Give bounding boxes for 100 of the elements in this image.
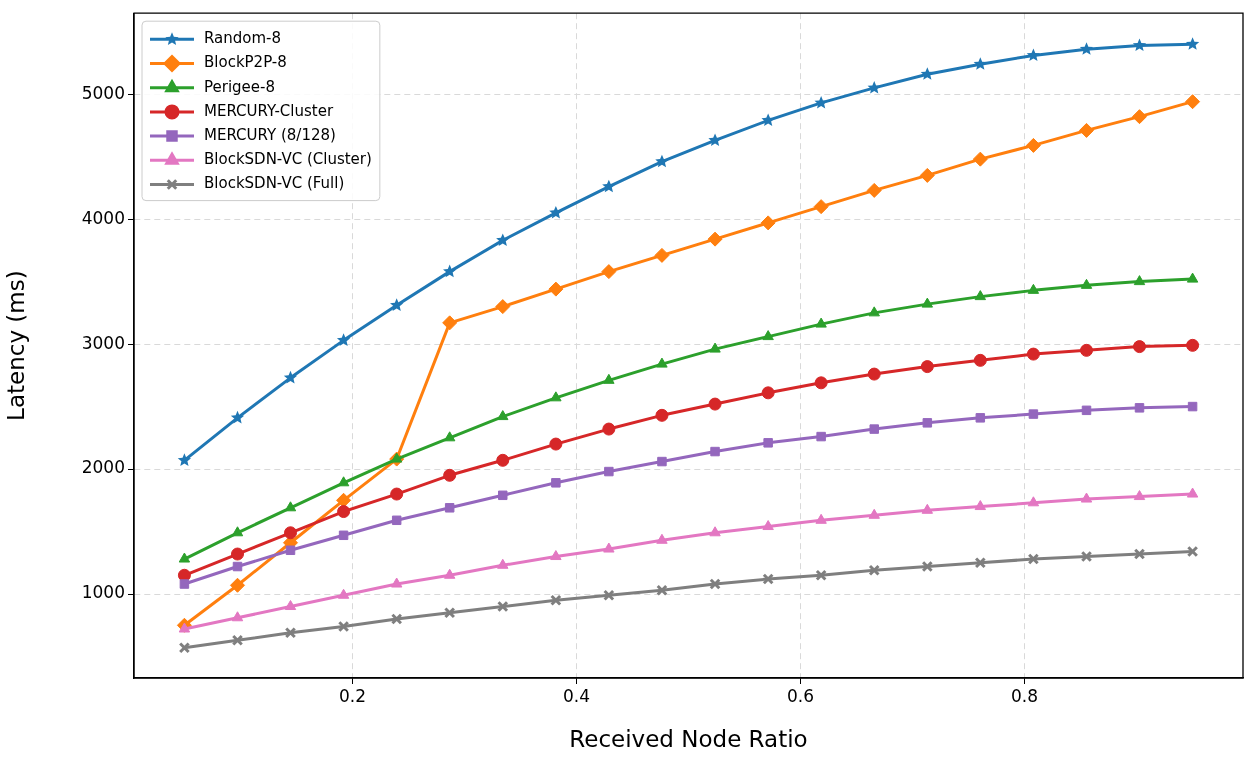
point [602,422,616,436]
point [1080,550,1093,563]
point [1080,343,1094,357]
point [1025,137,1041,153]
point [1028,409,1039,419]
point [973,353,987,367]
point [761,113,775,127]
point [709,578,721,590]
point [708,397,722,411]
point [763,438,773,448]
point [444,503,455,513]
point [336,492,352,508]
legend-label: BlockP2P-8 [204,53,287,72]
point [654,247,670,263]
point [1026,347,1040,361]
point [283,370,298,384]
point [498,490,508,501]
point [866,182,882,198]
y-tick-label: 1000 [81,582,125,603]
point [496,233,510,247]
point [178,642,191,654]
point [920,67,934,80]
point [974,290,987,301]
point [656,584,668,597]
point [707,231,723,247]
point [1081,405,1092,416]
point [1187,401,1198,412]
point [283,526,297,540]
y-axis-title: Latency (ms) [2,270,29,421]
point [390,613,403,625]
point [868,564,880,577]
point [656,357,668,368]
point [496,453,510,467]
point [761,386,775,400]
point [1132,340,1146,354]
point [762,520,774,531]
point [443,264,457,278]
y-tick-label: 3000 [81,332,125,353]
point [1133,490,1146,501]
point [601,264,617,280]
point [1027,496,1040,507]
point [1080,492,1093,503]
point [1080,278,1093,289]
point [1131,109,1147,125]
point [443,468,457,482]
point [1027,283,1040,294]
legend-label: Perigee-8 [204,77,276,96]
point [815,317,827,328]
point [231,547,245,561]
point [603,589,615,602]
point [285,545,296,556]
point [443,568,456,579]
point [1186,272,1199,283]
point [550,594,562,607]
point [602,179,616,193]
point [655,154,669,168]
point [443,607,456,619]
point [919,167,935,183]
legend-label: MERCURY (8/128) [204,125,336,144]
point [230,577,246,593]
point [390,487,404,501]
point [338,530,349,541]
point [604,466,614,477]
point [974,500,987,511]
point [760,215,776,231]
point [232,561,243,572]
point [921,503,934,514]
point [709,342,721,353]
point [337,505,351,519]
point [816,431,826,442]
point [762,573,774,585]
point [549,437,563,451]
point [921,297,934,308]
point [1079,42,1094,55]
y-tick-label: 2000 [81,457,125,478]
point [1185,94,1201,110]
point [814,95,828,109]
point [975,413,986,423]
point [178,622,191,633]
point [230,410,245,424]
point [974,557,987,569]
point [1133,275,1146,286]
point [337,588,350,599]
point [973,57,987,70]
point [868,306,880,317]
y-tick-label: 5000 [81,82,125,103]
point [390,298,404,312]
point [1185,37,1200,50]
point [972,151,988,167]
point [815,513,827,524]
point [178,552,191,563]
point [709,526,721,537]
point [815,569,827,582]
point [603,373,615,384]
point [1186,545,1199,558]
point [867,367,881,381]
legend-label: BlockSDN-VC (Cluster) [204,150,372,169]
point [497,410,509,421]
point [656,533,668,544]
point [548,281,564,297]
